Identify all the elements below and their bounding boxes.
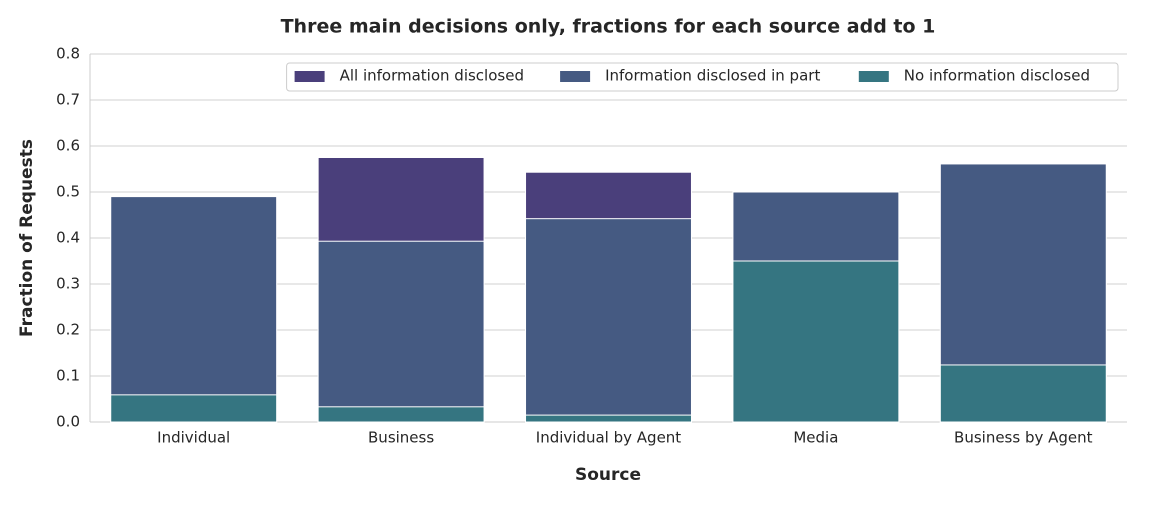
legend-label: No information disclosed [904, 67, 1090, 85]
y-tick-label: 0.4 [56, 229, 80, 247]
chart-title: Three main decisions only, fractions for… [281, 16, 936, 38]
legend: All information disclosed Information dis… [286, 62, 1119, 92]
y-tick-label: 0.3 [56, 275, 80, 293]
y-tick-label: 0.2 [56, 321, 80, 339]
bar [525, 414, 692, 423]
bar [317, 240, 485, 423]
y-tick-label: 0.1 [56, 367, 80, 385]
legend-frame [286, 62, 1119, 92]
legend-label: Information disclosed in part [605, 67, 820, 85]
legend-swatch [858, 71, 889, 82]
bar [110, 196, 278, 423]
legend-swatch [294, 71, 325, 82]
x-tick-label: Individual by Agent [536, 429, 682, 447]
y-tick-label: 0.7 [56, 91, 80, 109]
legend-label: All information disclosed [340, 67, 524, 85]
y-axis-label: Fraction of Requests [17, 139, 37, 337]
bar [732, 260, 900, 423]
y-tick-label: 0.8 [56, 45, 80, 63]
y-tick-label: 0.5 [56, 183, 80, 201]
x-tick-label: Business [368, 429, 434, 447]
x-tick-label: Business by Agent [954, 429, 1093, 447]
x-tick-label: Media [793, 429, 838, 447]
bar [317, 406, 485, 423]
bar [939, 364, 1107, 423]
bar [110, 394, 278, 423]
y-tick-label: 0.0 [56, 413, 80, 431]
y-tick-label: 0.6 [56, 137, 80, 155]
x-tick-label: Individual [157, 429, 230, 447]
bar [525, 218, 692, 423]
x-axis-label: Source [575, 465, 641, 485]
legend-swatch [560, 71, 591, 82]
